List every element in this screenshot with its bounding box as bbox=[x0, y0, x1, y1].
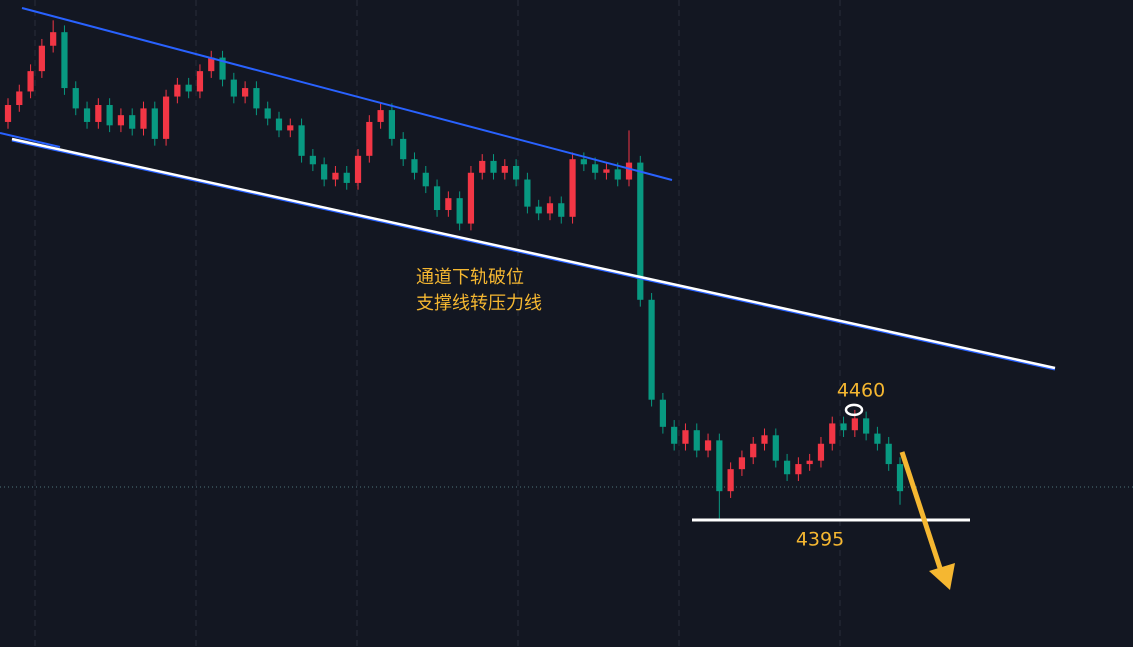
candle-body bbox=[817, 443, 825, 461]
candle-body bbox=[388, 110, 396, 139]
candle-body bbox=[896, 464, 904, 492]
candle-body bbox=[4, 105, 12, 122]
candle-body bbox=[806, 460, 813, 465]
candle-body bbox=[151, 108, 158, 139]
candle-body bbox=[321, 164, 328, 180]
candle-body bbox=[72, 88, 79, 109]
candle-body bbox=[61, 32, 68, 89]
candle-body bbox=[422, 172, 429, 187]
candle-body bbox=[208, 57, 215, 72]
candle-body bbox=[275, 118, 283, 131]
candle-body bbox=[795, 464, 802, 475]
candle-body bbox=[874, 433, 881, 444]
candle-body bbox=[230, 79, 237, 97]
candle-body bbox=[162, 96, 170, 139]
candle-body bbox=[140, 108, 147, 129]
candle-body bbox=[671, 426, 678, 444]
candle-body bbox=[501, 165, 508, 173]
annotation: 支撑线转压力线 bbox=[416, 293, 542, 314]
candle-body bbox=[242, 88, 249, 97]
candle-body bbox=[682, 430, 689, 444]
candle-body bbox=[332, 172, 339, 180]
candle-body bbox=[738, 457, 746, 470]
candle-body bbox=[693, 430, 700, 451]
candle-body bbox=[95, 105, 102, 122]
candle-body bbox=[829, 423, 836, 444]
candle-body bbox=[704, 440, 712, 451]
candle-body bbox=[309, 155, 316, 165]
candle-body bbox=[625, 162, 633, 180]
candle-body bbox=[38, 45, 45, 72]
candle-body bbox=[479, 160, 486, 173]
annotation: 通道下轨破位 bbox=[416, 267, 524, 288]
resistance-marker bbox=[844, 403, 864, 417]
candle-body bbox=[524, 179, 531, 207]
candle-body bbox=[851, 418, 858, 431]
candle-body bbox=[750, 443, 757, 458]
candle-body bbox=[117, 115, 125, 126]
candle-body bbox=[366, 121, 373, 156]
arrow-shaft bbox=[899, 451, 943, 569]
candle-body bbox=[298, 125, 305, 156]
candle-body bbox=[50, 32, 57, 46]
candle-body bbox=[580, 159, 587, 165]
candle-body bbox=[196, 71, 204, 92]
candle-body bbox=[863, 418, 870, 434]
candle-body bbox=[637, 162, 644, 300]
candle-body bbox=[558, 203, 565, 217]
candle-body bbox=[174, 84, 181, 97]
candle-body bbox=[456, 198, 463, 224]
candle-body bbox=[377, 110, 384, 122]
support-label: 4395 bbox=[796, 528, 844, 550]
down-arrow bbox=[899, 451, 955, 590]
candle-body bbox=[354, 155, 362, 183]
candle-body bbox=[569, 159, 576, 217]
candle-body bbox=[219, 57, 226, 80]
channel-lower-line bbox=[0, 132, 61, 148]
candle-body bbox=[411, 159, 418, 173]
candle-body bbox=[490, 160, 497, 173]
channel-upper-line bbox=[21, 7, 673, 181]
candle-body bbox=[727, 469, 734, 492]
resistance-label: 4460 bbox=[837, 379, 885, 401]
candle-body bbox=[840, 423, 847, 431]
arrow-head bbox=[929, 563, 955, 590]
candle-body bbox=[400, 138, 407, 160]
candle-body bbox=[761, 435, 768, 444]
candle-body bbox=[253, 88, 260, 109]
candle-body bbox=[614, 169, 621, 180]
candle-body bbox=[83, 108, 91, 122]
candle-body bbox=[535, 206, 542, 214]
candle-body bbox=[343, 172, 350, 183]
support-resistance-line bbox=[11, 137, 1056, 370]
candle-body bbox=[659, 399, 666, 427]
candle-body bbox=[445, 198, 452, 211]
candle-body bbox=[546, 203, 554, 214]
candle-body bbox=[287, 125, 294, 131]
candle-body bbox=[185, 84, 192, 92]
candle-body bbox=[512, 165, 520, 180]
candle-body bbox=[27, 71, 34, 92]
candle-body bbox=[716, 440, 723, 492]
candle-body bbox=[106, 105, 113, 126]
candle-body bbox=[603, 169, 610, 173]
grid bbox=[34, 0, 841, 647]
candle-body bbox=[433, 186, 441, 211]
candle-body bbox=[264, 108, 271, 119]
candle-body bbox=[648, 299, 655, 400]
candle-body bbox=[129, 115, 136, 129]
candle-body bbox=[772, 435, 779, 461]
candles bbox=[4, 20, 904, 520]
candle-body bbox=[783, 460, 791, 475]
candle-body bbox=[592, 164, 599, 173]
candle-body bbox=[467, 172, 475, 224]
candle-body bbox=[16, 91, 23, 106]
candle-body bbox=[885, 443, 892, 465]
